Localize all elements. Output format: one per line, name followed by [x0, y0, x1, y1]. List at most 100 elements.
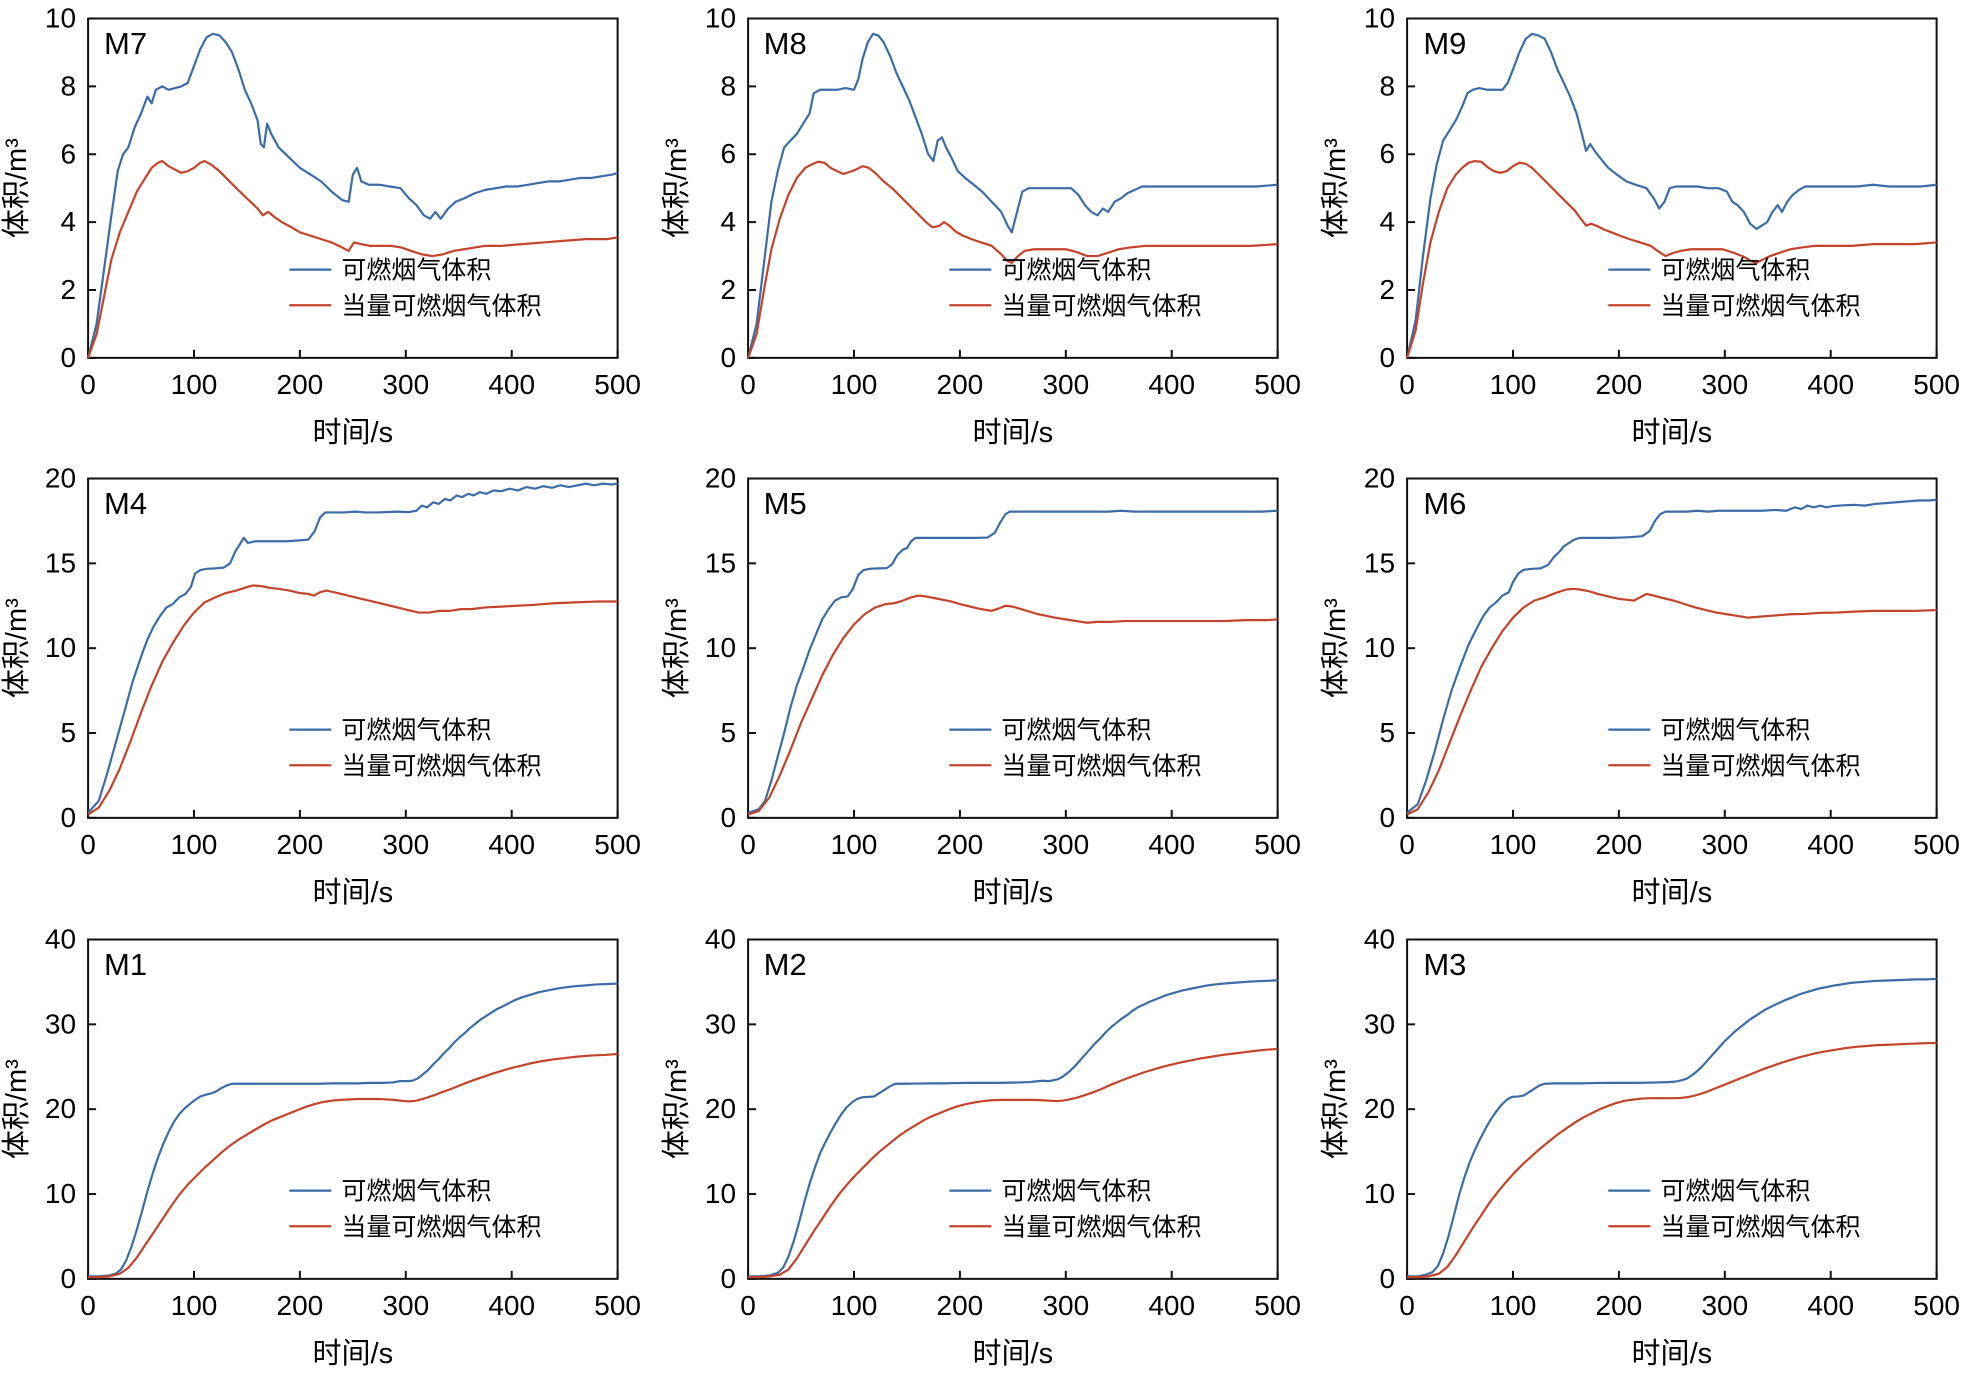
axes-frame: [1406, 17, 1938, 359]
chart-panel-m7: M7 0 100 200 300 400 500 0 2 4 6 8 10 时间/s 体积/m³ 可燃烟气体…: [0, 0, 660, 460]
x-tick-label: 100: [171, 1290, 218, 1321]
y-tick-label: 0: [1380, 802, 1396, 833]
chart-panel-m4: M4 0 100 200 300 400 500 0 5 10 15 20 时间/s 体积/m³ 可燃烟气…: [0, 460, 660, 920]
y-tick-label: 2: [60, 274, 76, 305]
y-tick-label: 15: [1364, 548, 1395, 579]
x-tick-label: 0: [740, 1290, 756, 1321]
x-tick-label: 400: [1148, 1290, 1195, 1321]
x-tick-label: 0: [1400, 829, 1416, 860]
series-line: [747, 594, 1278, 816]
x-tick-label: 500: [1914, 369, 1961, 400]
chart-panel-m1: M1 0 100 200 300 400 500 0 10 20 30 40 时间/s 体积/m³ 可燃烟…: [0, 921, 660, 1381]
x-tick-label: 300: [1042, 829, 1089, 860]
y-tick-label: 6: [60, 138, 76, 169]
x-tick-label: 200: [1596, 829, 1643, 860]
y-tick-label: 8: [60, 70, 76, 101]
series-line: [88, 982, 618, 1278]
y-tick-label: 20: [45, 1093, 76, 1124]
legend-label: 当量可燃烟气体积: [341, 1213, 541, 1241]
panel-label-m2: M2: [763, 946, 807, 982]
y-tick-label: 0: [720, 802, 736, 833]
x-tick-label: 500: [1254, 369, 1301, 400]
x-tick-label: 400: [488, 829, 535, 860]
y-tick-label: 10: [705, 3, 736, 34]
x-axis-label: 时间/s: [1632, 416, 1713, 449]
y-tick-label: 4: [720, 206, 736, 237]
x-tick-label: 500: [1914, 1290, 1961, 1321]
panel-label-m4: M4: [104, 486, 148, 522]
y-tick-label: 10: [45, 633, 76, 664]
series-line: [87, 159, 618, 359]
series-line: [88, 1052, 618, 1279]
y-tick-label: 30: [705, 1008, 736, 1039]
y-tick-label: 0: [60, 342, 76, 373]
x-tick-label: 300: [1702, 369, 1749, 400]
x-tick-label: 200: [1596, 1290, 1643, 1321]
series-line: [87, 32, 618, 359]
chart-canvas: 0 100 200 300 400 500 0 5 10 15 20 时间/s 体积/m³ 可燃烟气体积当…: [1319, 463, 1961, 909]
x-tick-label: 500: [594, 369, 641, 400]
chart-canvas: 0 100 200 300 400 500 0 5 10 15 20 时间/s 体积/m³ 可燃烟气体积当…: [660, 463, 1301, 909]
x-tick-label: 0: [740, 829, 756, 860]
y-axis-label: 体积/m³: [1319, 1059, 1352, 1159]
x-tick-label: 400: [1808, 369, 1855, 400]
x-tick-label: 200: [1596, 369, 1643, 400]
y-tick-label: 20: [705, 463, 736, 494]
legend-label: 可燃烟气体积: [1661, 717, 1811, 745]
legend-label: 可燃烟气体积: [341, 717, 491, 745]
panel-label-m8: M8: [763, 26, 807, 61]
y-axis-label: 体积/m³: [0, 138, 33, 238]
x-tick-label: 400: [1808, 1290, 1855, 1321]
y-tick-label: 40: [45, 923, 76, 954]
y-tick-label: 30: [45, 1008, 76, 1039]
series-line: [747, 979, 1278, 1278]
x-tick-label: 100: [830, 829, 877, 860]
series-line: [747, 1047, 1278, 1279]
x-tick-label: 200: [936, 369, 983, 400]
y-tick-label: 8: [1380, 70, 1396, 101]
y-axis-label: 体积/m³: [660, 1059, 693, 1159]
legend-label: 当量可燃烟气体积: [1661, 292, 1861, 320]
y-tick-label: 15: [705, 548, 736, 579]
y-tick-label: 0: [60, 1263, 76, 1294]
y-tick-label: 10: [1364, 1178, 1395, 1209]
x-tick-label: 500: [1914, 829, 1961, 860]
legend-label: 当量可燃烟气体积: [1001, 753, 1201, 781]
x-tick-label: 500: [594, 1290, 641, 1321]
x-tick-label: 0: [80, 829, 96, 860]
y-axis-label: 体积/m³: [0, 598, 33, 698]
axes-frame: [746, 17, 1279, 359]
chart-panel-m6: M6 0 100 200 300 400 500 0 5 10 15 20 时间/s 体积/m³ 可燃烟气…: [1319, 460, 1979, 920]
y-tick-label: 6: [1380, 138, 1396, 169]
y-tick-label: 0: [720, 342, 736, 373]
y-tick-label: 20: [705, 1093, 736, 1124]
x-tick-label: 200: [277, 1290, 324, 1321]
y-axis-label: 体积/m³: [0, 1059, 33, 1159]
y-tick-label: 20: [45, 463, 76, 494]
x-tick-label: 500: [594, 829, 641, 860]
chart-canvas: 0 100 200 300 400 500 0 2 4 6 8 10 时间/s 体积/m³ 可燃烟气体积当量…: [660, 3, 1301, 449]
series-line: [87, 482, 618, 814]
y-tick-label: 40: [1364, 923, 1395, 954]
chart-panel-m9: M9 0 100 200 300 400 500 0 2 4 6 8 10 时间/s 体积/m³ 可燃烟气体…: [1319, 0, 1979, 460]
legend-label: 当量可燃烟气体积: [1001, 1213, 1201, 1241]
y-tick-label: 2: [1380, 274, 1396, 305]
x-tick-label: 400: [1148, 829, 1195, 860]
x-axis-label: 时间/s: [313, 876, 394, 909]
x-axis-label: 时间/s: [1632, 876, 1713, 909]
legend-label: 可燃烟气体积: [1001, 717, 1151, 745]
chart-canvas: 0 100 200 300 400 500 0 2 4 6 8 10 时间/s 体积/m³ 可燃烟气体积当量…: [1319, 3, 1961, 449]
axes-frame: [87, 17, 619, 359]
y-tick-label: 10: [705, 1178, 736, 1209]
x-tick-label: 100: [171, 829, 218, 860]
panel-label-m1: M1: [104, 946, 148, 982]
series-line: [1406, 159, 1938, 359]
chart-canvas: 0 100 200 300 400 500 0 10 20 30 40 时间/s 体积/m³ 可燃烟气体积…: [660, 923, 1301, 1369]
legend-label: 可燃烟气体积: [341, 1178, 491, 1206]
x-tick-label: 300: [1702, 829, 1749, 860]
series-line: [746, 160, 1278, 359]
x-tick-label: 100: [1490, 369, 1537, 400]
x-tick-label: 0: [80, 369, 96, 400]
y-tick-label: 4: [60, 206, 76, 237]
